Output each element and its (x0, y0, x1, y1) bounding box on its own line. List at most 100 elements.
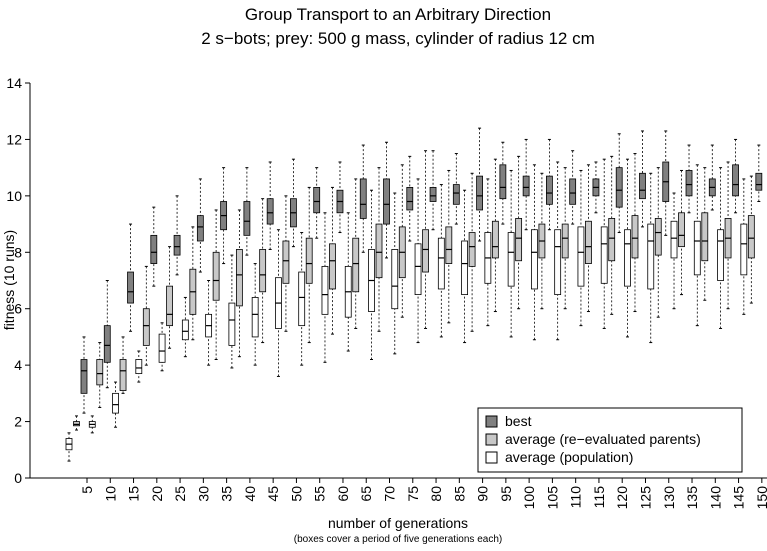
box (701, 212, 709, 262)
box (685, 170, 693, 197)
box (298, 271, 306, 327)
x-axis-sublabel: (boxes cover a period of five generation… (294, 534, 502, 545)
box (600, 226, 608, 284)
box (243, 201, 251, 236)
x-tick-label: 85 (451, 486, 467, 502)
box (670, 220, 678, 259)
x-tick-label: 5 (79, 486, 95, 494)
box (119, 359, 127, 391)
box (352, 237, 360, 293)
box (452, 184, 460, 205)
y-tick-label: 14 (6, 75, 22, 91)
box (491, 220, 499, 259)
box (437, 237, 445, 290)
x-tick-label: 75 (405, 486, 421, 502)
y-tick-label: 12 (6, 131, 22, 147)
y-tick-label: 8 (14, 244, 22, 260)
x-tick-label: 20 (149, 486, 165, 502)
box (173, 234, 181, 256)
y-tick-label: 0 (14, 470, 22, 486)
x-tick-label: 95 (498, 486, 514, 502)
x-tick-label: 130 (661, 486, 677, 510)
legend-swatch (485, 433, 498, 446)
box (476, 175, 483, 211)
box (422, 229, 429, 273)
box (522, 175, 530, 197)
x-tick-label: 70 (382, 486, 398, 502)
box (561, 223, 569, 259)
box (693, 220, 701, 276)
x-tick-label: 25 (172, 486, 188, 502)
x-tick-label: 135 (684, 486, 700, 510)
box (499, 164, 507, 200)
box (181, 319, 189, 341)
box (359, 178, 367, 219)
box (228, 302, 236, 346)
box (678, 212, 685, 248)
x-tick-label: 110 (568, 486, 584, 509)
x-tick-label: 45 (265, 486, 281, 502)
legend-box (477, 407, 743, 473)
box (577, 226, 585, 287)
box (212, 251, 220, 301)
x-axis-label: number of generations (328, 515, 468, 531)
y-tick-label: 10 (6, 188, 22, 204)
box (747, 215, 755, 259)
x-tick-label: 140 (707, 486, 723, 510)
box (80, 359, 88, 394)
y-tick-label: 4 (14, 357, 22, 373)
box (103, 325, 111, 363)
y-tick-label: 2 (14, 414, 22, 430)
box (755, 172, 763, 191)
x-tick-label: 60 (335, 486, 351, 502)
box (647, 223, 655, 290)
x-tick-label: 55 (312, 486, 328, 502)
x-tick-label: 15 (126, 486, 142, 502)
legend-label: average (population) (505, 449, 633, 465)
box (654, 218, 662, 256)
box (135, 359, 143, 375)
x-tick-label: 120 (614, 486, 630, 510)
box (740, 223, 748, 276)
box (305, 237, 313, 284)
box (158, 333, 166, 363)
box (383, 178, 390, 225)
box (585, 220, 592, 264)
chart-subtitle: 2 s−bots; prey: 500 g mass, cylinder of … (201, 29, 595, 48)
x-tick-label: 145 (731, 486, 747, 510)
box (73, 421, 80, 427)
x-tick-label: 80 (428, 486, 444, 502)
box (445, 226, 453, 264)
legend-swatch (485, 451, 498, 464)
box (282, 240, 290, 284)
box (196, 215, 204, 242)
box (429, 186, 437, 202)
legend-label: average (re−evaluated parents) (505, 431, 701, 447)
chart-title: Group Transport to an Arbitrary Directio… (245, 5, 551, 24)
y-axis-label: fitness (10 runs) (1, 230, 17, 330)
x-tick-label: 125 (637, 486, 653, 510)
box (615, 167, 623, 208)
box (639, 172, 646, 200)
box (406, 186, 414, 211)
box (321, 265, 329, 315)
box (461, 240, 468, 296)
legend-swatch (485, 415, 498, 428)
x-tick-label: 35 (219, 486, 235, 502)
box (414, 243, 422, 296)
x-tick-label: 65 (358, 486, 374, 502)
x-tick-label: 40 (242, 486, 258, 502)
box (251, 297, 259, 338)
box (546, 175, 553, 205)
x-tick-label: 30 (195, 486, 211, 502)
x-tick-label: 115 (591, 486, 607, 509)
x-tick-label: 150 (754, 486, 767, 510)
box (329, 243, 336, 290)
box (717, 229, 724, 281)
x-tick-label: 100 (521, 486, 537, 510)
box (608, 218, 616, 262)
box (375, 223, 383, 279)
box (507, 232, 515, 287)
box (515, 218, 523, 262)
